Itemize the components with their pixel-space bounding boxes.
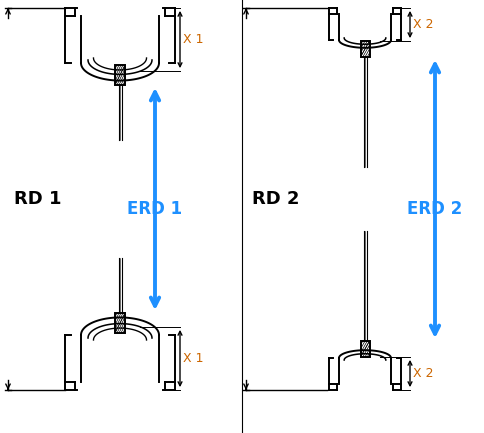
Text: ERD 1: ERD 1 — [127, 200, 182, 218]
Text: X 2: X 2 — [413, 367, 434, 380]
Text: X 2: X 2 — [413, 18, 434, 31]
Bar — [115, 65, 125, 85]
Text: ERD 2: ERD 2 — [408, 200, 463, 218]
Text: RD 1: RD 1 — [14, 190, 61, 208]
Bar — [361, 41, 369, 57]
Text: X 1: X 1 — [183, 33, 203, 46]
Bar — [115, 313, 125, 333]
Text: RD 2: RD 2 — [252, 190, 300, 208]
Text: X 1: X 1 — [183, 352, 203, 365]
Bar — [361, 341, 369, 357]
